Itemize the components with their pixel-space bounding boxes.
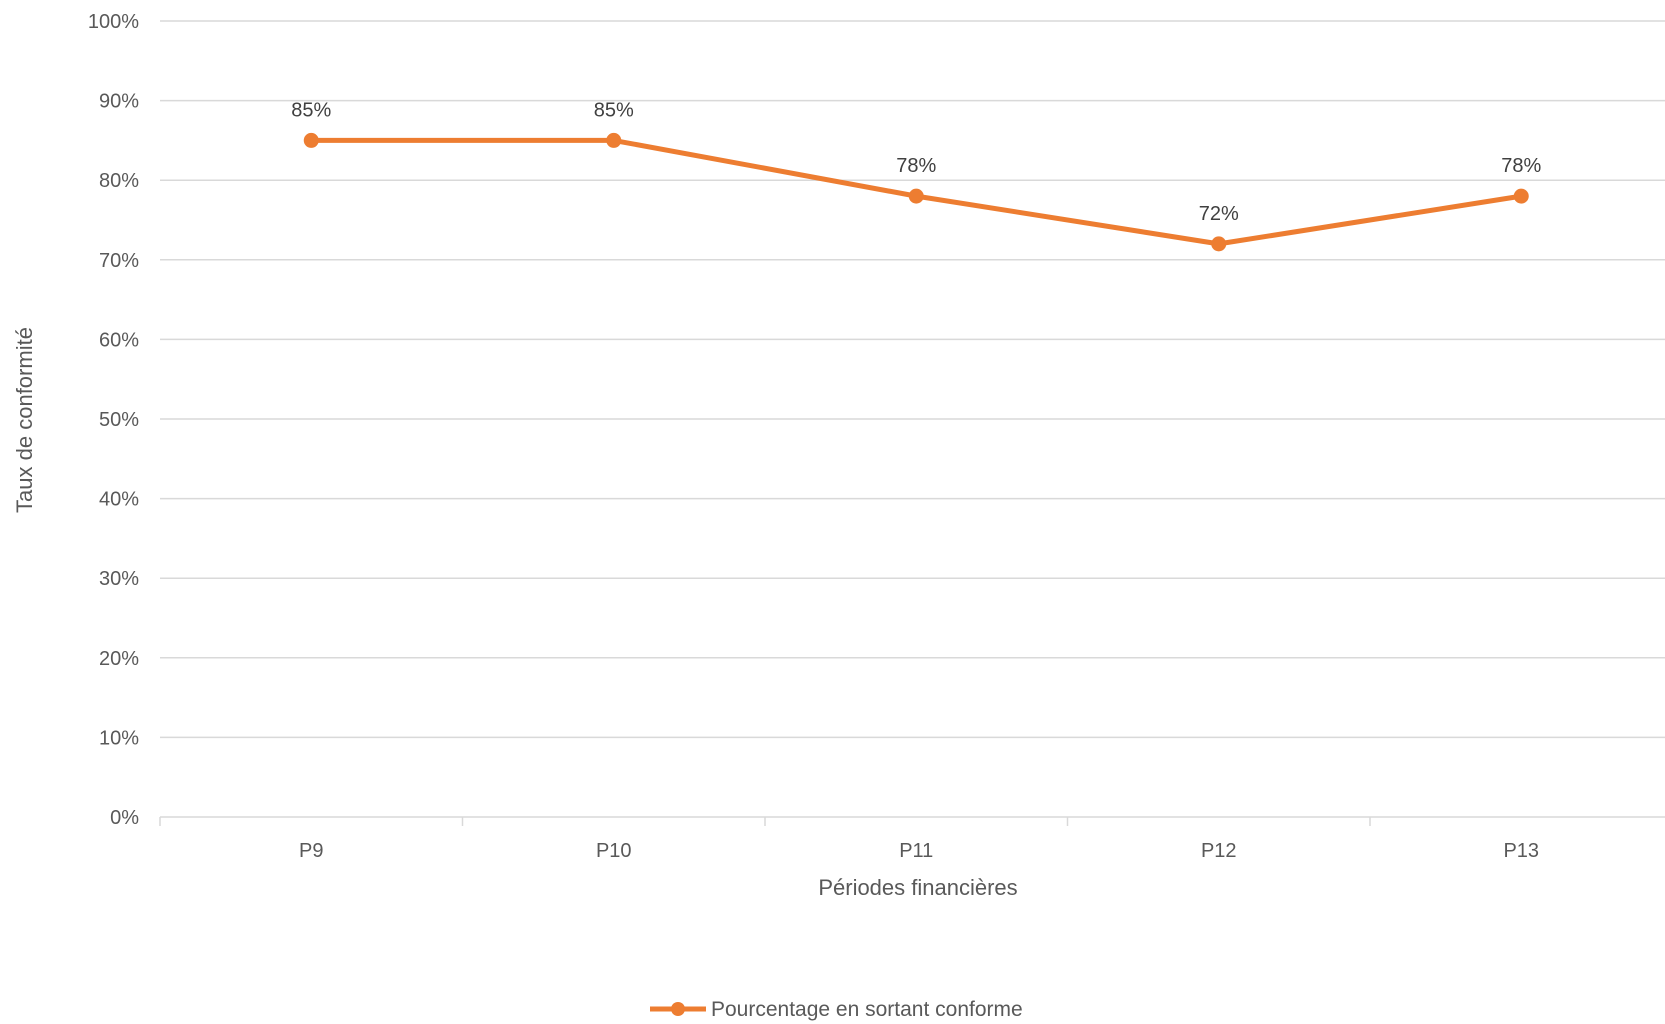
legend-label: Pourcentage en sortant conforme [711, 998, 1023, 1021]
x-tick-label: P12 [1201, 840, 1237, 862]
data-label: 78% [1501, 155, 1541, 177]
x-tick-label: P11 [899, 840, 933, 862]
y-tick-label: 80% [99, 170, 139, 192]
y-tick-label: 20% [99, 648, 139, 670]
x-tick-label: P13 [1503, 840, 1539, 862]
legend-dot-marker [671, 1002, 685, 1016]
data-label: 85% [291, 99, 331, 121]
x-tick-label: P10 [596, 840, 632, 862]
y-tick-label: 30% [99, 568, 139, 590]
series-marker [303, 132, 319, 148]
x-axis-title: Périodes financières [818, 875, 1017, 900]
y-tick-label: 70% [99, 250, 139, 272]
series-marker [606, 132, 622, 148]
y-tick-label: 100% [88, 11, 139, 33]
data-label: 78% [896, 155, 936, 177]
y-axis-tick-labels: 0% 10% 20% 30% 40% 50% 60% 70% 80% 90% 100% [88, 11, 139, 829]
data-label: 72% [1199, 203, 1239, 225]
series-layer [303, 132, 1529, 252]
x-axis [159, 816, 1665, 826]
y-tick-label: 40% [99, 489, 139, 511]
y-tick-label: 50% [99, 409, 139, 431]
y-tick-label: 10% [99, 727, 139, 749]
data-labels: 85% 85% 78% 72% 78% [291, 99, 1541, 224]
y-tick-label: 90% [99, 91, 139, 113]
data-label: 85% [594, 99, 634, 121]
legend: Pourcentage en sortant conforme [650, 998, 1023, 1021]
x-axis-tick-labels: P9 P10 P11 P12 P13 [299, 840, 1539, 862]
x-tick-label: P9 [299, 840, 323, 862]
series-marker [1211, 236, 1227, 252]
y-axis-title: Taux de conformité [12, 327, 37, 513]
gridlines [160, 20, 1665, 739]
series-marker [1513, 188, 1529, 204]
y-tick-label: 0% [110, 807, 139, 829]
y-tick-label: 60% [99, 329, 139, 351]
series-marker [908, 188, 924, 204]
